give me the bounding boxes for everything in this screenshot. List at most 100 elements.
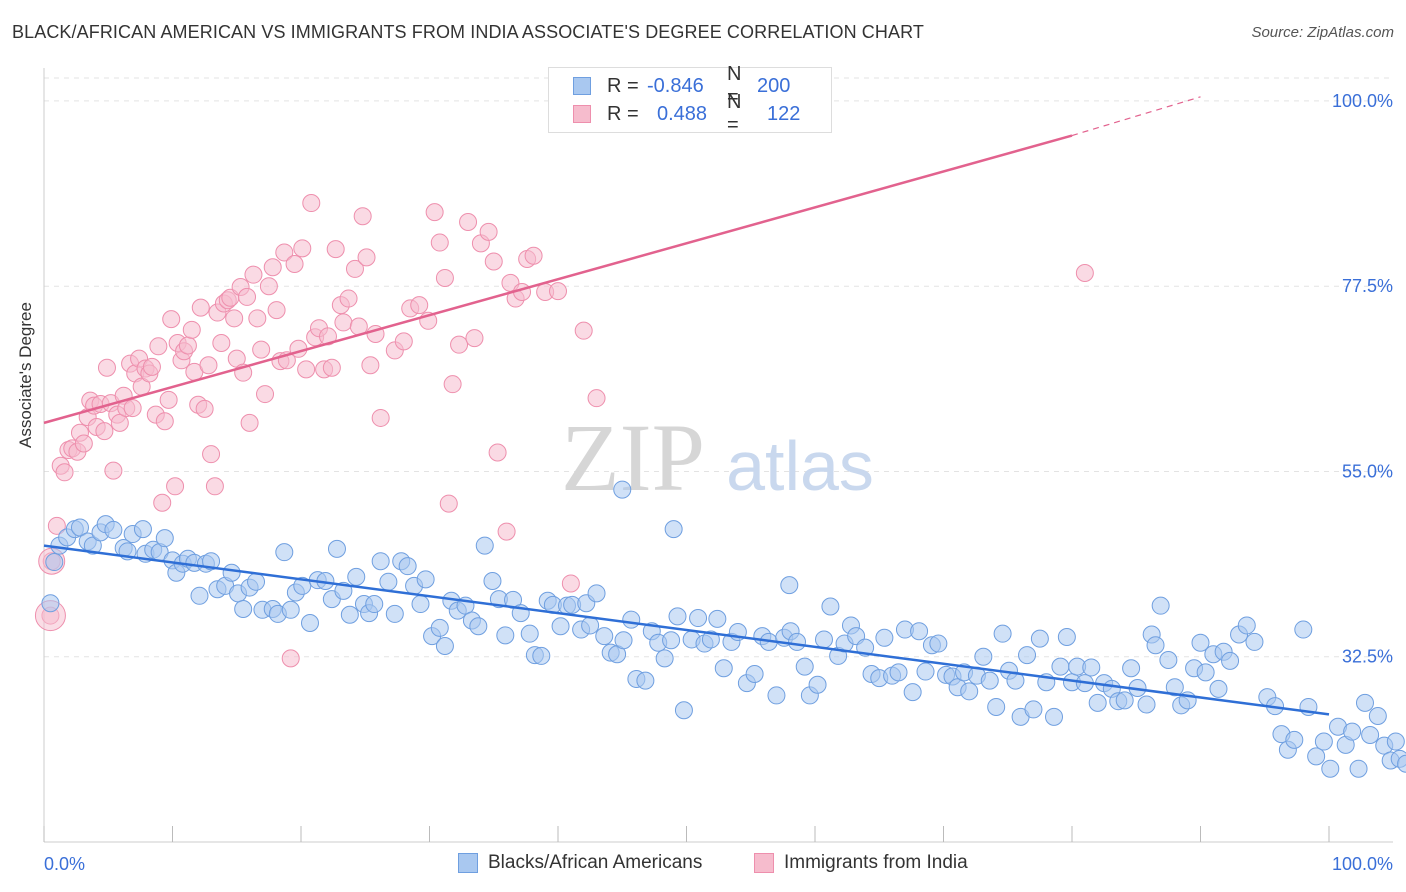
legend-item-black[interactable]: Blacks/African Americans — [458, 852, 702, 874]
black-point — [532, 646, 551, 665]
india-point — [435, 268, 454, 287]
india-point — [47, 516, 66, 535]
black-point — [293, 576, 312, 595]
trend-lines — [43, 96, 1330, 716]
black-point — [814, 630, 833, 649]
india-point — [182, 320, 201, 339]
legend-n-label: N = — [727, 91, 742, 136]
black-points — [41, 480, 1406, 778]
black-point — [993, 624, 1012, 643]
black-point — [1146, 636, 1165, 655]
india-point — [322, 358, 341, 377]
india-point — [97, 358, 116, 377]
black-point — [889, 663, 908, 682]
india-point — [191, 298, 210, 317]
black-point — [767, 686, 786, 705]
black-point — [70, 518, 89, 537]
india-point — [357, 248, 376, 267]
black-point — [1159, 651, 1178, 670]
india-point — [410, 296, 429, 315]
black-point — [655, 649, 674, 668]
india-point — [202, 445, 221, 464]
black-point — [496, 626, 515, 645]
legend-row-india: R = 0.488 N = 122 — [573, 91, 800, 136]
black-point — [222, 563, 241, 582]
black-point — [1045, 707, 1064, 726]
black-point — [636, 671, 655, 690]
legend-n-label: N = — [727, 63, 742, 108]
black-point — [133, 520, 152, 539]
black-point — [795, 657, 814, 676]
india-point — [394, 332, 413, 351]
india-point — [334, 313, 353, 332]
black-point — [581, 616, 600, 635]
india-point — [484, 252, 503, 271]
black-point — [974, 647, 993, 666]
india-point — [275, 243, 294, 262]
chart-title: BLACK/AFRICAN AMERICAN VS IMMIGRANTS FRO… — [12, 22, 924, 42]
black-point — [281, 600, 300, 619]
black-point — [398, 557, 417, 576]
india-point — [149, 337, 168, 356]
india-point — [439, 494, 458, 513]
black-point — [41, 594, 60, 613]
black-point — [416, 570, 435, 589]
legend-item-india[interactable]: Immigrants from India — [754, 852, 968, 874]
black-point — [1307, 747, 1326, 766]
axes — [43, 68, 1393, 843]
legend-n-value: 200 — [757, 74, 791, 97]
black-point — [689, 609, 708, 628]
black-point — [1082, 658, 1101, 677]
y-tick-label: 100.0% — [1332, 91, 1393, 111]
black-point — [469, 617, 488, 636]
black-point — [411, 595, 430, 614]
legend-r-value: 0.488 — [657, 102, 708, 125]
india-point — [561, 574, 580, 593]
india-point — [225, 309, 244, 328]
legend-r-label: R = — [607, 74, 639, 97]
black-point — [551, 617, 570, 636]
black-point — [1294, 620, 1313, 639]
black-point — [614, 631, 633, 650]
black-point — [327, 539, 346, 558]
black-point — [701, 630, 720, 649]
india-point — [497, 522, 516, 541]
black-point — [1191, 633, 1210, 652]
india-point — [339, 289, 358, 308]
black-point — [1057, 627, 1076, 646]
black-point — [340, 605, 359, 624]
black-point — [379, 572, 398, 591]
india-point — [104, 461, 123, 480]
black-point — [83, 536, 102, 555]
black-point — [714, 659, 733, 678]
india-point — [479, 222, 498, 241]
legend-swatch-india — [573, 105, 591, 123]
black-point — [155, 529, 174, 548]
black-point — [1343, 722, 1362, 741]
black-point — [1221, 651, 1240, 670]
india-point — [361, 356, 380, 375]
black-point — [1386, 732, 1405, 751]
black-point — [960, 682, 979, 701]
legend-row-black: R = -0.846 N = 200 — [573, 63, 791, 108]
x-tick-label: 100.0% — [1332, 854, 1393, 874]
india-point — [267, 301, 286, 320]
black-point — [613, 480, 632, 499]
india-point — [212, 334, 231, 353]
black-point — [745, 665, 764, 684]
black-point — [1151, 596, 1170, 615]
india-point — [302, 194, 321, 213]
india-point — [353, 207, 372, 226]
india-point — [293, 239, 312, 258]
india-point — [159, 390, 178, 409]
india-point — [281, 649, 300, 668]
black-point — [780, 576, 799, 595]
black-point — [190, 586, 209, 605]
india-point — [205, 477, 224, 496]
black-point — [475, 536, 494, 555]
india-point — [153, 493, 172, 512]
black-point — [1245, 632, 1264, 651]
black-point — [483, 571, 502, 590]
india-point — [263, 258, 282, 277]
black-point — [365, 595, 384, 614]
